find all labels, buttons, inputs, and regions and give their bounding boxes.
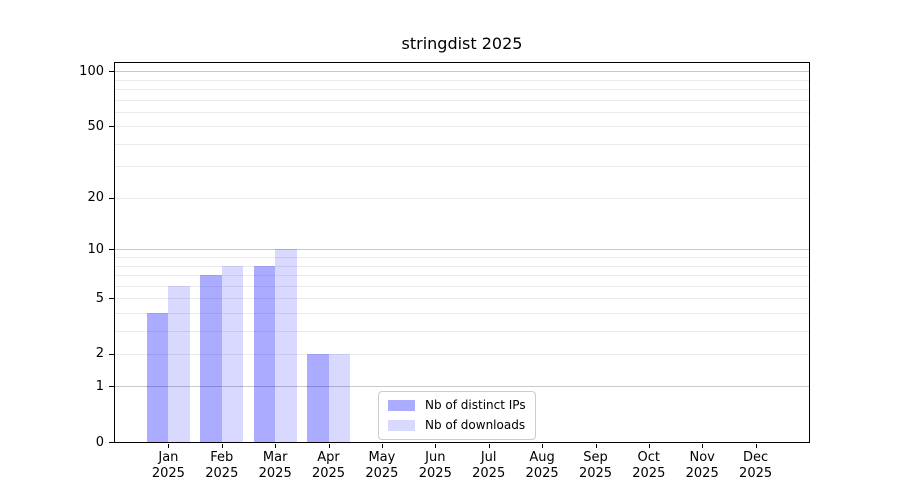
y-tick-mark — [109, 386, 114, 388]
x-tick-mark — [168, 444, 170, 448]
y-tick-label: 0 — [95, 434, 104, 450]
x-tick-mark — [488, 444, 490, 448]
y-tick-label: 50 — [87, 118, 104, 134]
y-tick-label: 20 — [87, 190, 104, 205]
minor-gridline — [115, 126, 809, 128]
bar-nb-of-downloads-feb — [221, 265, 244, 442]
x-tick-mark — [435, 444, 437, 448]
major-gridline — [115, 386, 809, 388]
x-tick-label-oct: Oct 2025 — [632, 450, 666, 481]
minor-gridline — [115, 99, 809, 101]
minor-gridline — [115, 111, 809, 113]
major-gridline — [115, 71, 809, 73]
plot-area — [114, 62, 810, 443]
y-tick-mark — [109, 353, 114, 355]
x-tick-mark — [648, 444, 650, 448]
y-tick-label: 100 — [79, 63, 104, 79]
minor-gridline — [115, 265, 809, 267]
y-tick-mark — [109, 71, 114, 73]
minor-gridline — [115, 143, 809, 145]
bar-nb-of-distinct-ips-jan — [147, 312, 169, 442]
legend-item-downloads: Nb of downloads — [388, 418, 526, 433]
x-tick-mark — [221, 444, 223, 448]
minor-gridline — [115, 166, 809, 168]
major-gridline — [115, 249, 809, 251]
minor-gridline — [115, 298, 809, 300]
x-tick-mark — [381, 444, 383, 448]
x-tick-label-dec: Dec 2025 — [739, 450, 773, 481]
y-tick-mark — [109, 442, 114, 443]
x-tick-mark — [702, 444, 704, 448]
minor-gridline — [115, 197, 809, 199]
bar-nb-of-downloads-apr — [328, 353, 350, 442]
bar-nb-of-distinct-ips-mar — [253, 265, 276, 442]
minor-gridline — [115, 330, 809, 332]
minor-gridline — [115, 79, 809, 81]
bar-nb-of-distinct-ips-apr — [307, 353, 329, 442]
y-tick-mark — [109, 126, 114, 128]
x-tick-mark — [275, 444, 277, 448]
y-tick-mark — [109, 197, 114, 199]
legend-label-downloads: Nb of downloads — [425, 418, 526, 432]
legend-swatch-distinct-ips-icon — [388, 400, 415, 411]
bar-nb-of-downloads-mar — [275, 249, 297, 442]
x-tick-label-may: May 2025 — [365, 450, 399, 481]
x-tick-mark — [595, 444, 597, 448]
x-tick-label-jul: Jul 2025 — [472, 450, 506, 481]
legend-item-distinct-ips: Nb of distinct IPs — [388, 398, 526, 413]
bar-nb-of-distinct-ips-feb — [200, 275, 222, 442]
legend-label-distinct-ips: Nb of distinct IPs — [425, 398, 526, 412]
y-tick-label: 5 — [95, 290, 104, 306]
minor-gridline — [115, 353, 809, 355]
x-tick-mark — [755, 444, 757, 448]
x-tick-label-mar: Mar 2025 — [258, 450, 292, 481]
minor-gridline — [115, 312, 809, 314]
x-tick-label-sep: Sep 2025 — [578, 450, 613, 481]
minor-gridline — [115, 285, 809, 287]
x-tick-mark — [542, 444, 544, 448]
y-tick-label: 1 — [95, 378, 104, 394]
x-tick-label-aug: Aug 2025 — [525, 450, 559, 481]
y-tick-mark — [109, 249, 114, 251]
chart-title: stringdist 2025 — [401, 34, 523, 53]
y-tick-label: 10 — [87, 241, 104, 257]
bar-nb-of-downloads-jan — [168, 285, 190, 442]
x-tick-label-jun: Jun 2025 — [418, 450, 452, 481]
legend-swatch-downloads-icon — [388, 420, 415, 431]
x-tick-label-apr: Apr 2025 — [311, 450, 346, 481]
x-tick-mark — [328, 444, 330, 448]
minor-gridline — [115, 257, 809, 259]
x-tick-label-nov: Nov 2025 — [685, 450, 719, 481]
y-tick-label: 2 — [95, 346, 104, 362]
x-tick-label-jan: Jan 2025 — [151, 450, 185, 481]
x-tick-label-feb: Feb 2025 — [205, 450, 239, 481]
y-tick-mark — [109, 298, 114, 300]
minor-gridline — [115, 275, 809, 276]
legend: Nb of distinct IPs Nb of downloads — [378, 391, 536, 440]
minor-gridline — [115, 89, 809, 90]
